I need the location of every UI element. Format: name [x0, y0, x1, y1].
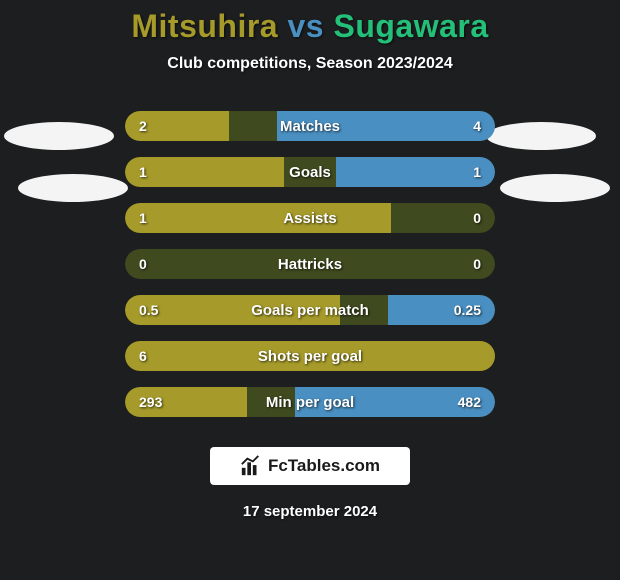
decorative-oval: [500, 174, 610, 202]
bar-value-right: 0: [473, 203, 481, 233]
bar-value-left: 0.5: [139, 295, 158, 325]
stat-bar-row: Goals1 1: [125, 157, 495, 187]
decorative-oval: [486, 122, 596, 150]
bar-label: Goals: [125, 157, 495, 187]
bar-label: Shots per goal: [125, 341, 495, 371]
bar-value-right: 0: [473, 249, 481, 279]
bar-value-right: 482: [458, 387, 481, 417]
bar-value-left: 1: [139, 157, 147, 187]
stat-bar-row: Hattricks0 0: [125, 249, 495, 279]
bar-value-right: 1: [473, 157, 481, 187]
bar-label: Matches: [125, 111, 495, 141]
infographic-container: Mitsuhira vs Sugawara Club competitions,…: [0, 0, 620, 580]
bar-value-left: 293: [139, 387, 162, 417]
bar-value-left: 6: [139, 341, 147, 371]
stat-bar-row: Shots per goal6: [125, 341, 495, 371]
logo-text: FcTables.com: [268, 456, 380, 476]
bar-value-right: 4: [473, 111, 481, 141]
stat-bar-row: Assists1 0: [125, 203, 495, 233]
title-player2: Sugawara: [333, 8, 488, 44]
comparison-bars: Matches24Goals11Assists10Hattricks00Goal…: [125, 111, 495, 417]
stat-bar-row: Matches2 4: [125, 111, 495, 141]
bar-value-left: 0: [139, 249, 147, 279]
bar-value-left: 1: [139, 203, 147, 233]
bar-label: Hattricks: [125, 249, 495, 279]
bar-value-right: 0.25: [454, 295, 481, 325]
title-vs: vs: [287, 8, 324, 44]
fctables-logo-badge: FcTables.com: [210, 447, 410, 485]
title-player1: Mitsuhira: [131, 8, 278, 44]
stat-bar-row: Min per goal293 482: [125, 387, 495, 417]
subtitle: Club competitions, Season 2023/2024: [0, 55, 620, 73]
footer-date: 17 september 2024: [0, 503, 620, 520]
stat-bar-row: Goals per match0.5 0.25: [125, 295, 495, 325]
bar-label: Goals per match: [125, 295, 495, 325]
bar-label: Min per goal: [125, 387, 495, 417]
bar-chart-icon: [240, 455, 262, 477]
decorative-oval: [18, 174, 128, 202]
bar-label: Assists: [125, 203, 495, 233]
page-title: Mitsuhira vs Sugawara: [0, 8, 620, 45]
decorative-oval: [4, 122, 114, 150]
bar-value-left: 2: [139, 111, 147, 141]
